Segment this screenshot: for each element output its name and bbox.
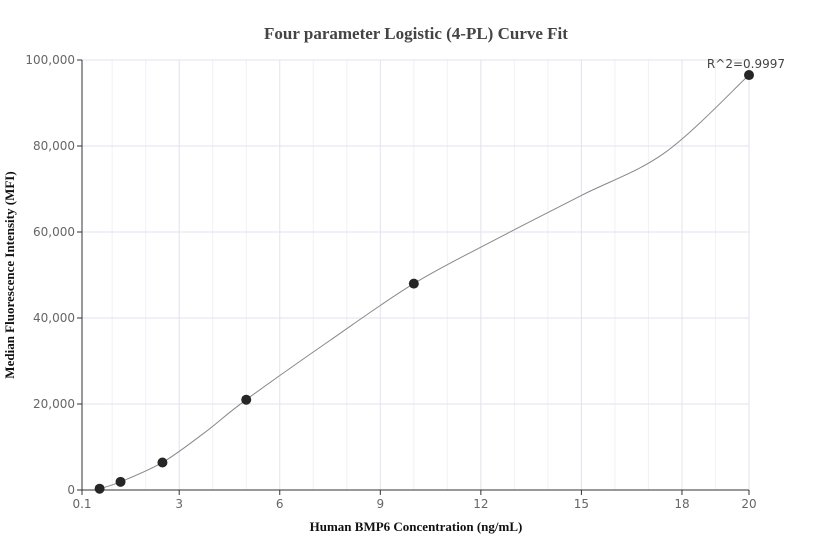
data-point xyxy=(115,476,126,487)
x-tick-label: 3 xyxy=(175,497,183,511)
y-tick-label: 20,000 xyxy=(33,397,75,411)
y-tick-label: 80,000 xyxy=(33,139,75,153)
y-axis-label: Median Fluorescence Intensity (MFI) xyxy=(2,171,17,378)
x-tick-label: 12 xyxy=(473,497,488,511)
data-point xyxy=(157,457,168,468)
x-tick-label: 20 xyxy=(741,497,756,511)
data-point xyxy=(408,278,419,289)
x-tick-label: 18 xyxy=(674,497,689,511)
fit-curve-group xyxy=(99,74,750,490)
fit-curve xyxy=(99,74,750,490)
y-tick-label: 100,000 xyxy=(25,53,75,67)
y-tick-label: 60,000 xyxy=(33,225,75,239)
y-tick-label: 40,000 xyxy=(33,311,75,325)
x-tick-label: 6 xyxy=(276,497,284,511)
y-tick-label: 0 xyxy=(67,483,75,497)
x-tick-label: 0.1 xyxy=(72,497,91,511)
data-point xyxy=(94,483,105,494)
data-point xyxy=(241,394,252,405)
r-squared-annotation: R^2=0.9997 xyxy=(707,57,785,71)
x-tick-label: 9 xyxy=(376,497,384,511)
x-axis-label: Human BMP6 Concentration (ng/mL) xyxy=(310,519,523,534)
data-point xyxy=(744,70,754,81)
grid xyxy=(81,59,750,490)
x-tick-label: 15 xyxy=(574,497,589,511)
chart-title: Four parameter Logistic (4-PL) Curve Fit xyxy=(264,24,568,43)
tick-labels: 0 20,000 40,000 60,000 80,000 100,000 0.1 3 6 9 12… xyxy=(25,53,756,511)
data-points xyxy=(94,70,754,494)
axes xyxy=(77,59,750,495)
